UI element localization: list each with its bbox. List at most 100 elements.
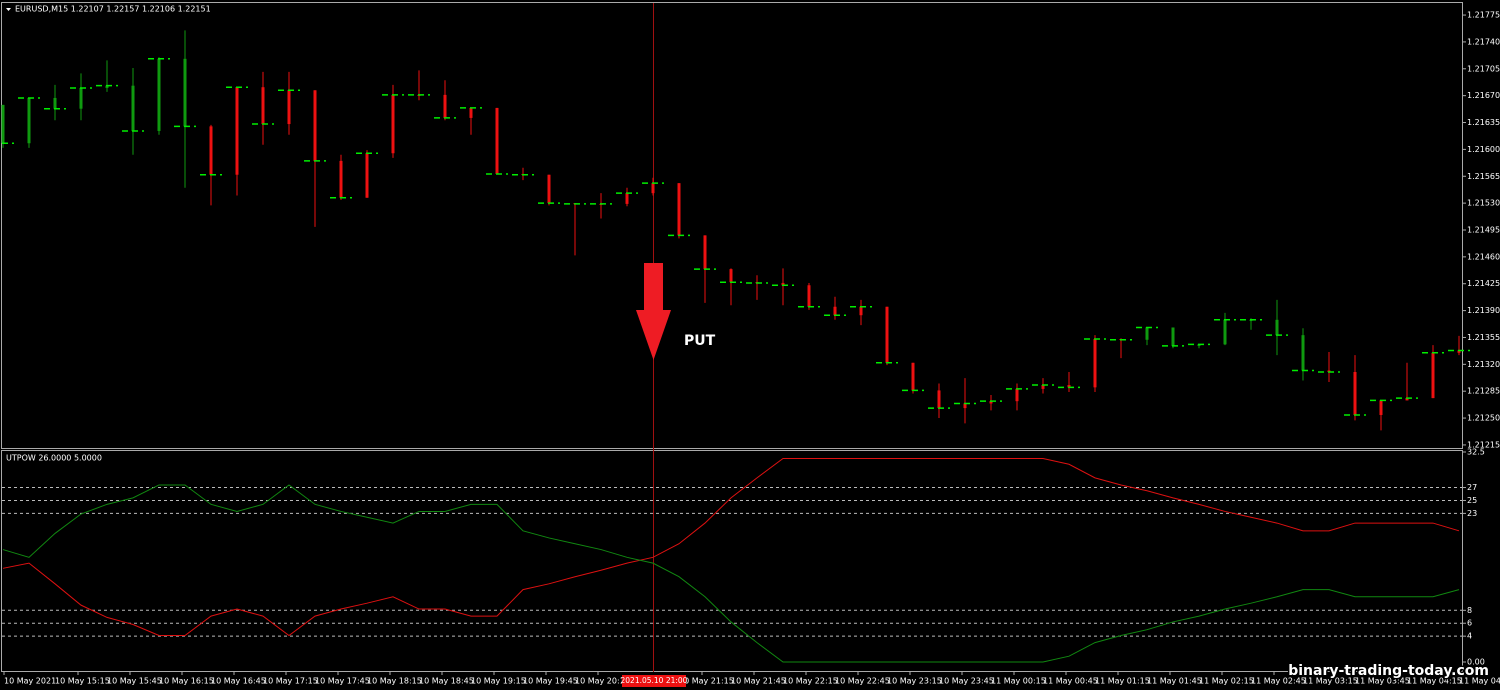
x-tick-label: 11 May 00:15 <box>991 677 1046 686</box>
put-arrow <box>636 263 671 360</box>
x-tick-label: 11 May 03:15 <box>1303 677 1358 686</box>
candle-body <box>79 87 83 109</box>
candle-body <box>183 58 187 127</box>
y-tick-label: 27 <box>1467 483 1477 492</box>
candle-body <box>1067 385 1071 388</box>
y-tick-label: 32.5 <box>1467 448 1485 457</box>
candle-body <box>1197 344 1201 346</box>
y-tick-label: 1.21530 <box>1467 199 1500 208</box>
y-tick-label: 6 <box>1467 619 1472 628</box>
x-tick-label: 10 May 15:45 <box>107 677 162 686</box>
candle-body <box>885 306 889 363</box>
arrow-shaft <box>644 263 663 311</box>
cursor-label-bg <box>622 675 686 687</box>
x-tick-label: 10 May 22:15 <box>783 677 838 686</box>
candle-body <box>235 87 239 175</box>
candle-body <box>287 90 291 125</box>
candle-body <box>1015 388 1019 402</box>
candle-body <box>157 58 161 131</box>
candle-body <box>1379 400 1383 415</box>
candle-body <box>807 285 811 307</box>
x-tick-label: 10 May 18:45 <box>419 677 474 686</box>
indicator-panel-frame <box>1 450 1463 672</box>
candle-body <box>677 183 681 236</box>
y-tick-label: 23 <box>1467 509 1477 518</box>
x-tick-label: 11 May 02:15 <box>1199 677 1254 686</box>
x-tick-label: 10 May 19:15 <box>471 677 526 686</box>
menu-triangle[interactable] <box>6 8 11 11</box>
candle-body <box>625 193 629 204</box>
candle-body <box>1405 398 1409 401</box>
candle-body <box>547 174 551 204</box>
candle-body <box>1327 370 1331 373</box>
x-tick-label: 10 May 20:15 <box>575 677 630 686</box>
indicator-title: UTPOW 26.0000 5.0000 <box>6 454 102 463</box>
indicator-line <box>2 457 1460 637</box>
y-tick-label: 0.00 <box>1467 658 1485 667</box>
y-tick-label: 1.21495 <box>1467 225 1500 234</box>
y-tick-label: 4 <box>1467 632 1472 641</box>
candle-body <box>781 282 785 286</box>
x-tick-label: 11 May 01:15 <box>1095 677 1150 686</box>
x-tick-label: 10 May 16:45 <box>211 677 266 686</box>
cursor-label: 2021.05.10 21:00 <box>621 676 688 685</box>
y-tick-label: 1.21705 <box>1467 64 1500 73</box>
candle-body <box>1431 352 1435 399</box>
x-tick-label: 10 May 21:15 <box>679 677 734 686</box>
candle-body <box>1353 372 1357 415</box>
candle-body <box>963 403 967 409</box>
x-tick-label: 10 May 19:45 <box>523 677 578 686</box>
candle-body <box>833 306 837 316</box>
candle-body <box>209 126 213 175</box>
x-tick-label: 11 May 04:45 <box>1459 677 1500 686</box>
indicator-line <box>2 484 1460 663</box>
candle-body <box>703 235 707 270</box>
candle-body <box>313 90 317 161</box>
y-tick-label: 1.21740 <box>1467 37 1500 46</box>
candle-body <box>911 362 915 391</box>
y-tick-label: 1.21635 <box>1467 118 1500 127</box>
x-tick-label: 10 May 23:15 <box>887 677 942 686</box>
candle-body <box>651 183 655 194</box>
candle-body <box>443 94 447 118</box>
x-tick-label: 10 May 18:15 <box>367 677 422 686</box>
y-tick-label: 1.21460 <box>1467 252 1500 261</box>
y-tick-label: 25 <box>1467 496 1477 505</box>
candle-body <box>1145 327 1149 340</box>
x-tick-label: 10 May 17:45 <box>315 677 370 686</box>
x-tick-label: 10 May 21:45 <box>731 677 786 686</box>
chart-title: EURUSD,M15 1.22107 1.22157 1.22106 1.221… <box>15 5 211 14</box>
candle-body <box>1301 335 1305 371</box>
candle-body <box>1171 327 1175 346</box>
y-tick-label: 1.21285 <box>1467 387 1500 396</box>
candles <box>0 30 1470 431</box>
y-tick-label: 1.21320 <box>1467 360 1500 369</box>
candle-body <box>1457 350 1461 353</box>
candle-body <box>1041 385 1045 389</box>
candle-body <box>365 153 369 198</box>
x-tick-label: 11 May 04:15 <box>1407 677 1462 686</box>
annotation: PUT <box>684 333 716 349</box>
candle-body <box>105 85 109 88</box>
candle-body <box>1 104 5 144</box>
x-tick-label: 10 May 2021 <box>4 677 56 686</box>
candle-body <box>1275 319 1279 336</box>
y-tick-label: 1.21425 <box>1467 279 1500 288</box>
x-tick-label: 11 May 00:45 <box>1043 677 1098 686</box>
y-tick-label: 1.21215 <box>1467 440 1500 449</box>
y-tick-label: 1.21390 <box>1467 306 1500 315</box>
y-tick-label: 1.21775 <box>1467 11 1500 20</box>
y-tick-label: 8 <box>1467 606 1472 615</box>
candle-body <box>859 306 863 316</box>
y-tick-label: 1.21355 <box>1467 333 1500 342</box>
x-tick-label: 10 May 23:45 <box>939 677 994 686</box>
candle-body <box>937 390 941 409</box>
candle-body <box>729 269 733 283</box>
y-tick-label: 1.21250 <box>1467 414 1500 423</box>
candle-body <box>27 97 31 144</box>
candle-body <box>495 107 499 174</box>
y-tick-label: 1.21565 <box>1467 172 1500 181</box>
candle-body <box>989 401 993 404</box>
